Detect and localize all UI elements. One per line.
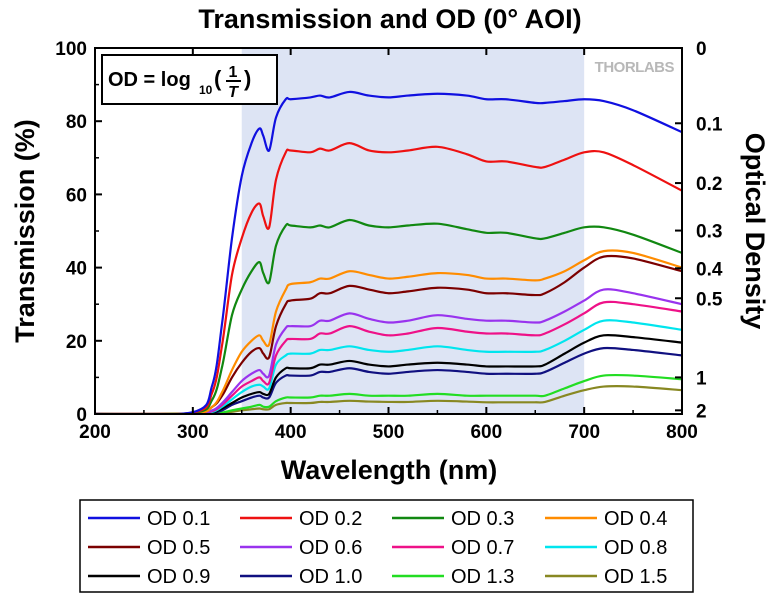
y2-tick-label: 1	[696, 368, 707, 389]
x-tick-label: 200	[79, 422, 111, 443]
formula-box: OD = log 10(1 T)	[101, 54, 278, 105]
x-tick-label: 400	[275, 422, 307, 443]
y2-tick-label: 0	[696, 39, 707, 60]
formula-numerator: 1	[229, 64, 238, 81]
formula-frame	[101, 54, 278, 105]
y2-tick-label: 0.3	[696, 222, 722, 243]
chart-title: Transmission and OD (0° AOI)	[198, 4, 581, 34]
x-tick-label: 700	[568, 422, 600, 443]
series-line-od-0-7	[95, 300, 682, 414]
legend-label-od-0-8: OD 0.8	[604, 537, 667, 559]
x-axis-label: Wavelength (nm)	[281, 455, 498, 485]
series-line-od-0-9	[95, 333, 682, 414]
legend-label-od-0-5: OD 0.5	[147, 537, 210, 559]
y2-tick-label: 0.5	[696, 289, 723, 310]
x-tick-label: 300	[177, 422, 209, 443]
y2-tick-label: 0.2	[696, 174, 722, 195]
legend-label-od-0-3: OD 0.3	[451, 508, 514, 530]
y-tick-label: 0	[76, 405, 87, 426]
x-tick-label: 500	[373, 422, 405, 443]
series-line-od-0-1	[95, 90, 682, 414]
series-line-od-0-2	[95, 142, 682, 414]
legend-label-od-1-5: OD 1.5	[604, 566, 667, 588]
series-line-od-1-0	[95, 346, 682, 414]
legend-label-od-0-4: OD 0.4	[604, 508, 667, 530]
legend-label-od-1-3: OD 1.3	[451, 566, 514, 588]
series-line-od-0-6	[95, 288, 682, 414]
series-line-od-0-4	[95, 249, 682, 414]
formula-subscript: 10	[199, 83, 213, 97]
series-line-od-1-5	[95, 385, 682, 414]
legend-label-od-0-1: OD 0.1	[147, 508, 210, 530]
series-line-od-0-5	[95, 254, 682, 414]
y-tick-label: 100	[55, 39, 87, 60]
legend: OD 0.1 OD 0.2 OD 0.3 OD 0.4 OD 0.5 OD 0.6 OD 0…	[79, 499, 694, 593]
thorlabs-logo: THORLABS	[595, 59, 675, 76]
x-tick-label: 600	[470, 422, 502, 443]
series-line-od-1-3	[95, 373, 682, 414]
formula-denominator: T	[228, 84, 239, 101]
legend-label-od-0-2: OD 0.2	[299, 508, 362, 530]
y-axis-label: Transmission (%)	[10, 119, 40, 343]
x-tick-label: 800	[666, 422, 698, 443]
legend-label-od-0-6: OD 0.6	[299, 537, 362, 559]
formula-lhs: OD = log	[108, 69, 191, 91]
series-lines	[95, 90, 682, 414]
y2-axis-label: Optical Density	[740, 133, 770, 330]
y2-tick-label: 0.1	[696, 114, 723, 135]
y-tick-label: 40	[66, 259, 87, 280]
series-line-od-0-3	[95, 218, 682, 414]
y2-tick-label: 2	[696, 401, 707, 422]
y-tick-label: 60	[66, 185, 87, 206]
formula-paren-close: )	[244, 66, 251, 91]
legend-label-od-0-9: OD 0.9	[147, 566, 210, 588]
legend-label-od-1-0: OD 1.0	[299, 566, 362, 588]
y-tick-label: 20	[66, 332, 87, 353]
legend-label-od-0-7: OD 0.7	[451, 537, 514, 559]
y-tick-label: 80	[66, 112, 87, 133]
series-line-od-0-8	[95, 319, 682, 414]
y2-tick-label: 0.4	[696, 259, 723, 280]
formula-paren-open: (	[214, 66, 222, 91]
